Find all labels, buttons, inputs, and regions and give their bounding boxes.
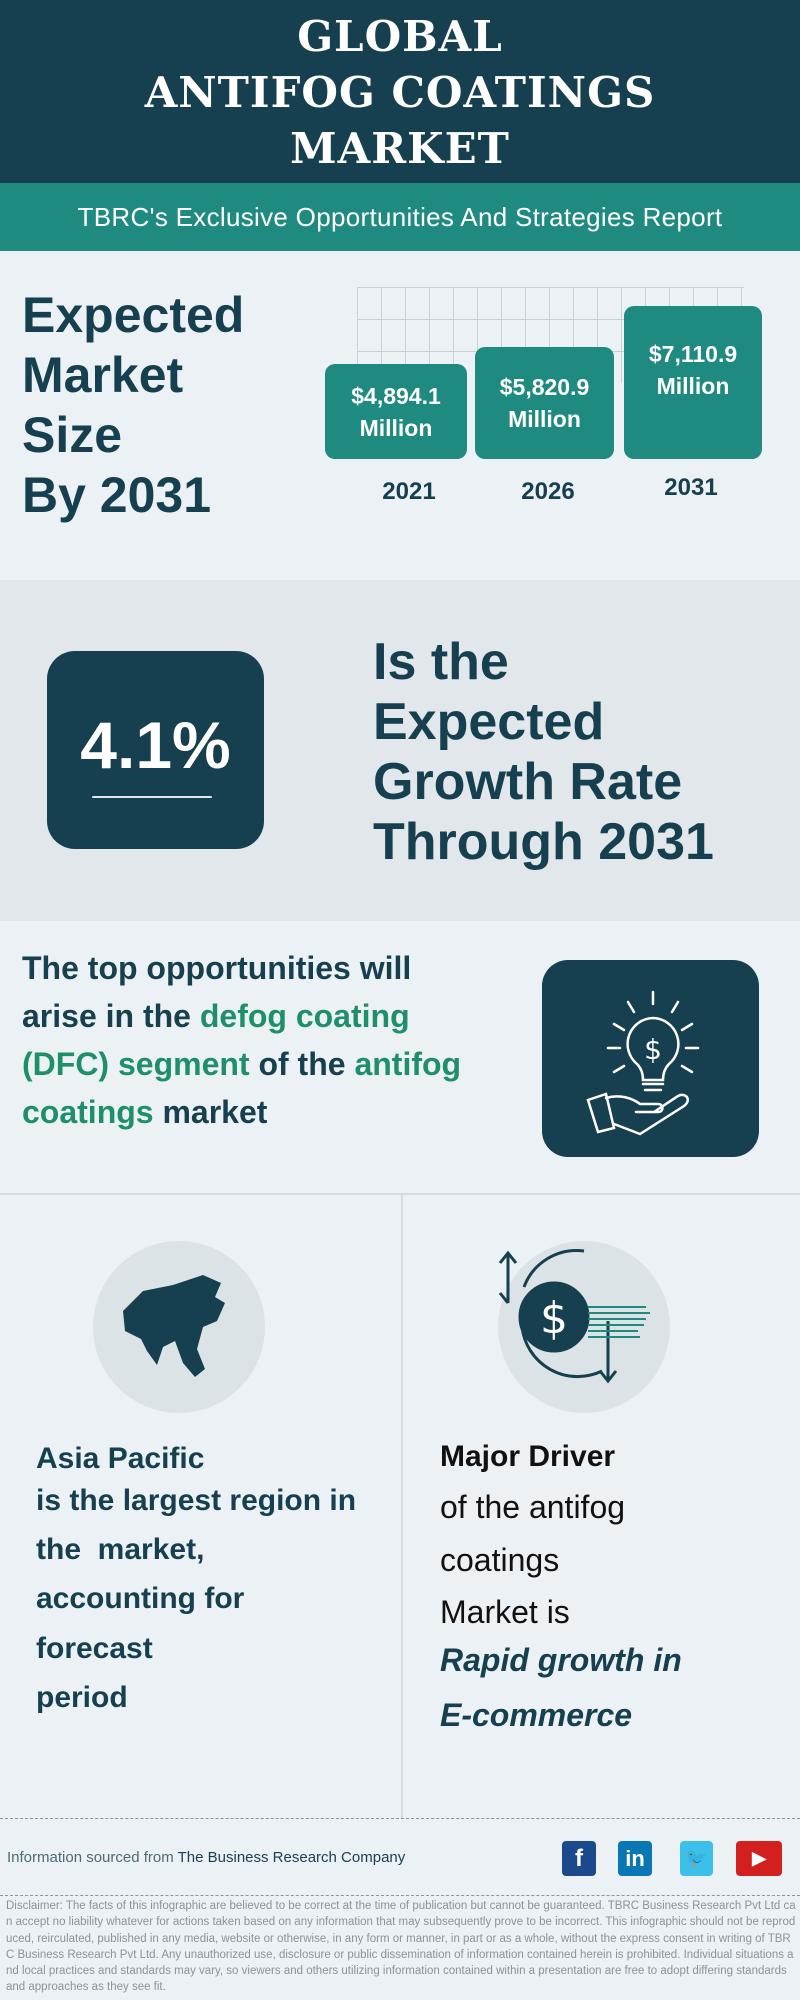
driver-highlight: Rapid growth in <box>440 1642 682 1678</box>
opportunity-text: The top opportunities will <box>22 950 412 986</box>
facebook-icon[interactable]: f <box>562 1841 596 1876</box>
driver-title: Major Driver <box>440 1440 616 1473</box>
dollar-cycle-icon: $ <box>498 1241 670 1413</box>
region-text: forecast <box>36 1632 153 1665</box>
bar-unit: Million <box>359 414 433 441</box>
youtube-icon[interactable]: ▶ <box>736 1841 782 1876</box>
growth-text: Is the <box>373 633 509 691</box>
bar-unit: Million <box>508 406 581 432</box>
title-line: GLOBAL <box>297 12 503 61</box>
opportunity-text: arise in the defog coating <box>22 998 410 1034</box>
svg-text:$: $ <box>644 1033 662 1066</box>
region-text: the market, <box>36 1533 205 1566</box>
market-size-heading: By 2031 <box>22 467 212 523</box>
underline <box>92 796 212 798</box>
market-size-heading: Expected <box>22 287 245 343</box>
driver-text: of the antifog <box>440 1489 626 1525</box>
growth-rate-box: 4.1% <box>47 651 264 849</box>
year-label: 2021 <box>382 478 436 505</box>
driver-text: Market is <box>440 1594 570 1630</box>
subtitle-banner: TBRC's Exclusive Opportunities And Strat… <box>0 183 800 251</box>
header-banner: GLOBAL ANTIFOG COATINGS MARKET <box>0 0 800 183</box>
title-line: ANTIFOG COATINGS <box>144 68 656 117</box>
opportunity-text: (DFC) segment of the antifog <box>22 1046 462 1082</box>
twitter-icon[interactable]: 🐦 <box>680 1841 713 1876</box>
bar-2031: $7,110.9 Million <box>624 306 762 459</box>
linkedin-icon[interactable]: in <box>618 1841 652 1876</box>
year-label: 2026 <box>521 478 575 505</box>
region-title: Asia Pacific <box>36 1442 205 1475</box>
opportunity-icon-box: $ <box>542 960 759 1157</box>
asia-map-icon <box>93 1241 265 1413</box>
growth-text: Expected <box>373 693 605 751</box>
driver-highlight: E-commerce <box>440 1697 633 1733</box>
bar-value: $5,820.9 <box>499 374 590 400</box>
source-link[interactable]: The Business Research Company <box>177 1849 406 1866</box>
title-line: MARKET <box>290 124 510 173</box>
source-text: Information sourced from The Business Re… <box>7 1849 406 1866</box>
lightbulb-dollar-hand-icon: $ <box>586 990 700 1136</box>
divider <box>0 1818 800 1819</box>
disclaimer: Disclaimer: The facts of this infographi… <box>6 1900 796 1994</box>
market-size-heading: Market <box>22 347 184 403</box>
growth-rate-value: 4.1% <box>80 708 231 782</box>
divider <box>0 1895 800 1896</box>
growth-text: Growth Rate <box>373 753 683 811</box>
growth-text: Through 2031 <box>373 813 714 871</box>
bar-2026: $5,820.9 Million <box>475 347 614 459</box>
region-text: accounting for <box>36 1582 245 1615</box>
market-size-heading: Size <box>22 407 123 463</box>
region-text: period <box>36 1681 128 1714</box>
driver-text: coatings <box>440 1542 560 1578</box>
card-divider <box>401 1193 403 1818</box>
bar-unit: Million <box>656 373 730 399</box>
bar-2021: $4,894.1 Million <box>325 364 467 459</box>
opportunity-text: coatings market <box>22 1094 268 1130</box>
region-text: is the largest region in <box>36 1484 357 1517</box>
bar-value: $4,894.1 <box>351 382 441 409</box>
year-label: 2031 <box>664 474 718 501</box>
cards-section <box>0 1193 800 1818</box>
svg-text:$: $ <box>540 1293 568 1344</box>
bar-value: $7,110.9 <box>648 341 738 367</box>
